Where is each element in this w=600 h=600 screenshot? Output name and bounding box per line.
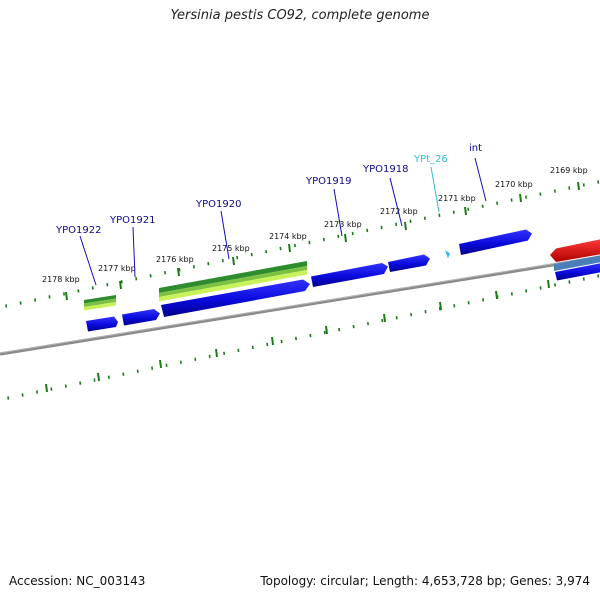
feature-light-green-2	[159, 270, 307, 302]
tick-label: 2176 kbp	[156, 255, 194, 264]
inner-major-tick	[215, 348, 218, 358]
accession-label: Accession:	[9, 574, 73, 588]
tick-label: 2170 kbp	[495, 180, 533, 189]
major-tick	[577, 181, 580, 191]
major-tick	[464, 206, 467, 216]
map-title: Yersinia pestis CO92, complete genome	[170, 8, 430, 23]
gene-label-ypo1920[interactable]: YPO1920	[195, 199, 241, 210]
leader-line-ypo1919	[333, 188, 343, 237]
cds-track	[86, 229, 600, 332]
major-tick	[177, 267, 180, 277]
gene-label-ypo1919[interactable]: YPO1919	[305, 176, 351, 187]
gene-label-ypo1922[interactable]: YPO1922	[55, 225, 101, 236]
feature-mid-green-2	[159, 266, 307, 297]
leader-line-ypo1921	[132, 226, 136, 278]
accession-info: Accession: NC_003143	[9, 574, 145, 588]
tick-label: 2169 kbp	[550, 166, 588, 175]
cds-arrow-ypo1919[interactable]	[311, 263, 388, 287]
accession-value: NC_003143	[76, 574, 146, 588]
feature-mid-green-1	[84, 298, 116, 307]
major-tick	[119, 280, 122, 290]
gene-label-ypo1921[interactable]: YPO1921	[109, 215, 155, 226]
feature-dark-green-2	[159, 261, 307, 293]
cds-arrow-ypo1920[interactable]	[161, 279, 310, 318]
tick-label: 2178 kbp	[42, 275, 80, 284]
tick-label: 2173 kbp	[324, 220, 362, 229]
inner-major-tick	[547, 279, 550, 289]
major-tick	[65, 291, 68, 301]
major-tick	[232, 256, 235, 266]
inner-major-tick	[383, 313, 386, 323]
cds-arrow-ypo1922[interactable]	[86, 316, 118, 332]
major-tick	[344, 233, 347, 243]
major-tick	[519, 193, 522, 203]
leader-line-int	[474, 157, 487, 202]
rrna-arrow[interactable]	[550, 239, 600, 262]
cds-arrow-ypo1918[interactable]	[388, 254, 430, 273]
inner-major-tick	[45, 383, 48, 393]
gene-label-int[interactable]: int	[469, 143, 482, 154]
gene-labels: int YPt_26 YPO1918 YPO1919 YPO1920 YPO19…	[55, 143, 487, 286]
inner-major-tick	[97, 372, 100, 382]
cds-arrow-right-edge[interactable]	[555, 263, 600, 281]
gene-label-ypt26[interactable]: YPt_26	[413, 154, 448, 165]
leader-line-ypo1920	[220, 210, 230, 260]
genes-value: 3,974	[555, 574, 590, 588]
leader-line-ypo1922	[79, 235, 97, 286]
major-tick	[404, 221, 407, 231]
inner-tick-ring	[7, 274, 600, 400]
inner-major-tick	[439, 301, 442, 311]
inner-major-tick	[495, 290, 498, 300]
leader-line-ypo1918	[389, 177, 403, 227]
length-value: 4,653,728 bp	[421, 574, 502, 588]
genes-label: Genes:	[509, 574, 552, 588]
tick-label: 2175 kbp	[212, 244, 250, 253]
cds-arrow-int[interactable]	[459, 229, 532, 256]
gene-label-ypo1918[interactable]: YPO1918	[362, 164, 408, 175]
tick-label: 2174 kbp	[269, 232, 307, 241]
trna-arrow-ypt26[interactable]	[445, 250, 450, 259]
inner-major-tick	[271, 336, 274, 346]
inner-major-tick	[325, 325, 328, 335]
major-tick	[288, 243, 291, 253]
inner-major-tick	[159, 359, 162, 369]
topology-label: Topology:	[260, 574, 317, 588]
genome-backbone-highlight	[0, 255, 600, 354]
genome-backbone	[0, 255, 600, 356]
cds-arrow-ypo1921[interactable]	[122, 309, 160, 326]
outer-tick-ring	[5, 180, 600, 308]
length-label: Length:	[372, 574, 419, 588]
feature-light-green-1	[84, 302, 116, 311]
genome-stats: Topology: circular; Length: 4,653,728 bp…	[260, 574, 590, 588]
feature-dark-green-1	[84, 295, 116, 304]
topology-value: circular	[320, 574, 365, 588]
leader-line-ypt26	[430, 166, 440, 213]
feature-track-green	[84, 261, 307, 311]
tick-label: 2171 kbp	[438, 194, 476, 203]
feature-steelblue	[554, 255, 600, 271]
tick-label: 2177 kbp	[98, 264, 136, 273]
